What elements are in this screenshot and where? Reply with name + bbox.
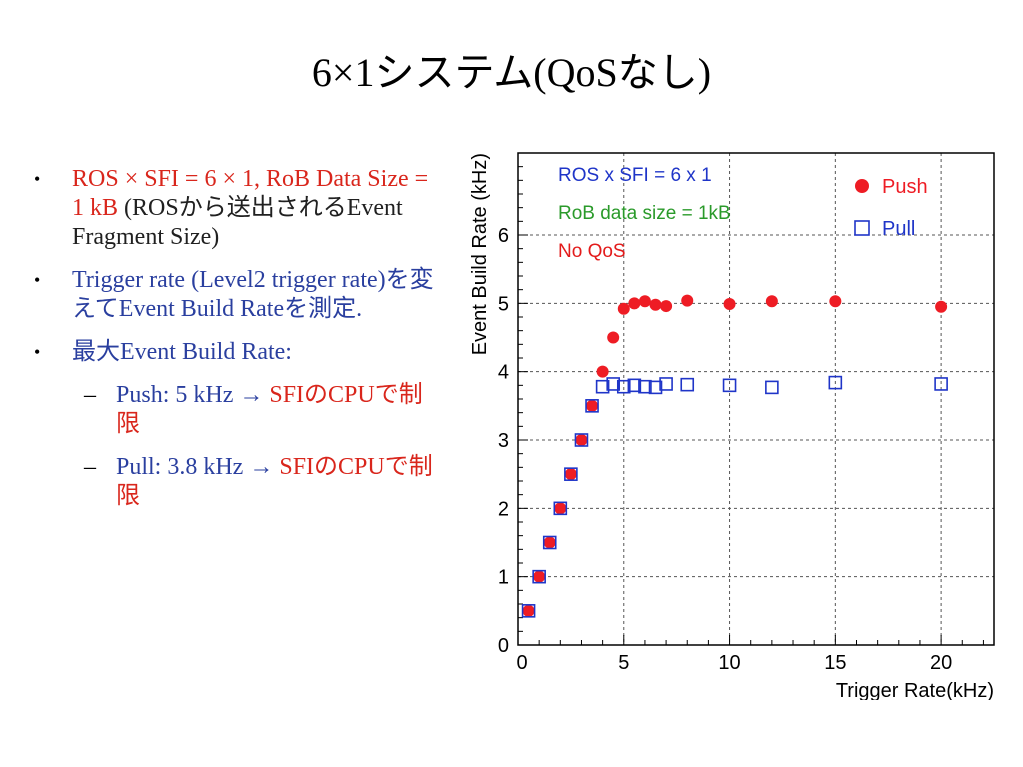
subbullet-push: – Push: 5 kHz → SFIのCPUで制限: [34, 381, 434, 439]
pull-data-point: [828, 375, 843, 390]
pull-data-point: [722, 378, 737, 393]
scatter-chart: 0 5 10 15 20 0 1 2 3 4 5 6 Trigger Rate(kHz) Event Bu…: [458, 140, 1018, 702]
x-tick-label: 15: [824, 652, 846, 674]
chart-annotation: RoB data size = 1kB: [558, 203, 731, 224]
legend-push-marker: [855, 179, 869, 193]
pull-data-point: [659, 377, 673, 391]
bullet-list: • ROS × SFI = 6 × 1, RoB Data Size = 1 k…: [34, 165, 434, 525]
bullet-dot-icon: •: [34, 169, 41, 189]
subbullet-dash: –: [84, 382, 96, 408]
pull-data-point: [638, 379, 652, 394]
push-data-point: [586, 399, 599, 412]
push-data-point: [829, 295, 842, 308]
bullet-max-text: 最大Event Build Rate:: [72, 339, 292, 365]
pull-data-point: [606, 377, 620, 391]
push-data-point: [522, 604, 535, 617]
pull-data-point: [680, 377, 695, 392]
push-data-point: [554, 502, 567, 515]
legend-label: Pull: [882, 218, 915, 240]
push-data-point: [638, 295, 651, 308]
chart-annotation: No QoS: [558, 241, 626, 262]
push-data-point: [533, 570, 546, 583]
push-data-point: [628, 297, 641, 310]
x-tick-label: 0: [516, 652, 527, 674]
x-tick-label: 10: [718, 652, 740, 674]
legend-pull-marker: [854, 220, 870, 236]
y-tick-label: 3: [498, 430, 509, 452]
pull-data-point: [627, 378, 642, 393]
y-tick-label: 6: [498, 225, 509, 247]
y-tick-label: 1: [498, 567, 509, 589]
pull-data-point: [574, 433, 589, 447]
y-tick-label: 5: [498, 293, 509, 315]
push-data-point: [564, 468, 577, 481]
subbullet-pull-limit: SFIのCPUで制限: [116, 454, 433, 509]
pull-data-point: [585, 399, 599, 413]
subbullet-pull: – Pull: 3.8 kHz → SFIのCPUで制限: [34, 453, 434, 511]
bullet-config-text: ROS × SFI = 6 × 1, RoB Data Size = 1 kB: [72, 166, 429, 221]
push-data-point: [575, 434, 588, 446]
legend-label: Push: [882, 176, 928, 198]
pull-data-point: [564, 467, 578, 481]
y-axis-label: Event Build Rate (kHz): [469, 153, 491, 355]
push-data-point: [607, 331, 620, 344]
bullet-max-rate: • 最大Event Build Rate:: [34, 338, 434, 367]
slide-title: 6×1システム(QoSなし): [311, 50, 712, 95]
subbullet-push-text: Push: 5 kHz →: [116, 382, 270, 408]
x-tick-label: 20: [930, 652, 952, 674]
pull-data-point: [532, 569, 546, 584]
bullet-config-note: (ROSから送出されるEvent Fragment Size): [72, 195, 403, 250]
subbullet-push-limit: SFIのCPUで制限: [116, 382, 423, 437]
pull-data-point: [934, 377, 948, 391]
push-data-point: [617, 302, 630, 315]
y-tick-label: 4: [498, 362, 509, 384]
pull-data-point: [521, 604, 536, 618]
pull-data-point: [542, 535, 557, 550]
push-data-point: [935, 300, 948, 313]
push-data-point: [543, 536, 556, 549]
y-tick-label: 0: [498, 635, 509, 657]
chart-svg: 0 5 10 15 20 0 1 2 3 4 5 6 Trigger Rate(kHz) Event Bu…: [469, 152, 995, 702]
pull-data-point: [765, 380, 779, 395]
bullet-dot-icon: •: [34, 342, 41, 362]
push-data-point: [596, 365, 609, 378]
push-data-point: [660, 300, 673, 313]
push-data-point: [681, 294, 694, 307]
push-data-point: [765, 295, 778, 308]
bullet-dot-icon: •: [34, 270, 41, 290]
pull-data-point: [553, 501, 568, 516]
chart-annotation: ROS x SFI = 6 x 1: [558, 165, 712, 186]
y-tick-label: 2: [498, 498, 509, 520]
pull-data-point: [616, 379, 631, 394]
pull-data-point: [648, 380, 663, 395]
plot-frame: [517, 152, 995, 646]
pull-data-point: [595, 379, 610, 394]
bullet-trigger-rate: • Trigger rate (Level2 trigger rate)を変えて…: [34, 266, 434, 324]
bullet-configuration: • ROS × SFI = 6 × 1, RoB Data Size = 1 k…: [34, 165, 434, 252]
subbullet-dash: –: [84, 454, 96, 480]
push-data-point: [649, 298, 662, 311]
subbullet-pull-text: Pull: 3.8 kHz →: [116, 454, 280, 480]
push-data-point: [723, 298, 736, 311]
x-tick-label: 5: [618, 652, 629, 674]
x-axis-label: Trigger Rate(kHz): [836, 680, 994, 700]
bullet-trigger-text: Trigger rate (Level2 trigger rate)を変えてEv…: [72, 267, 434, 322]
